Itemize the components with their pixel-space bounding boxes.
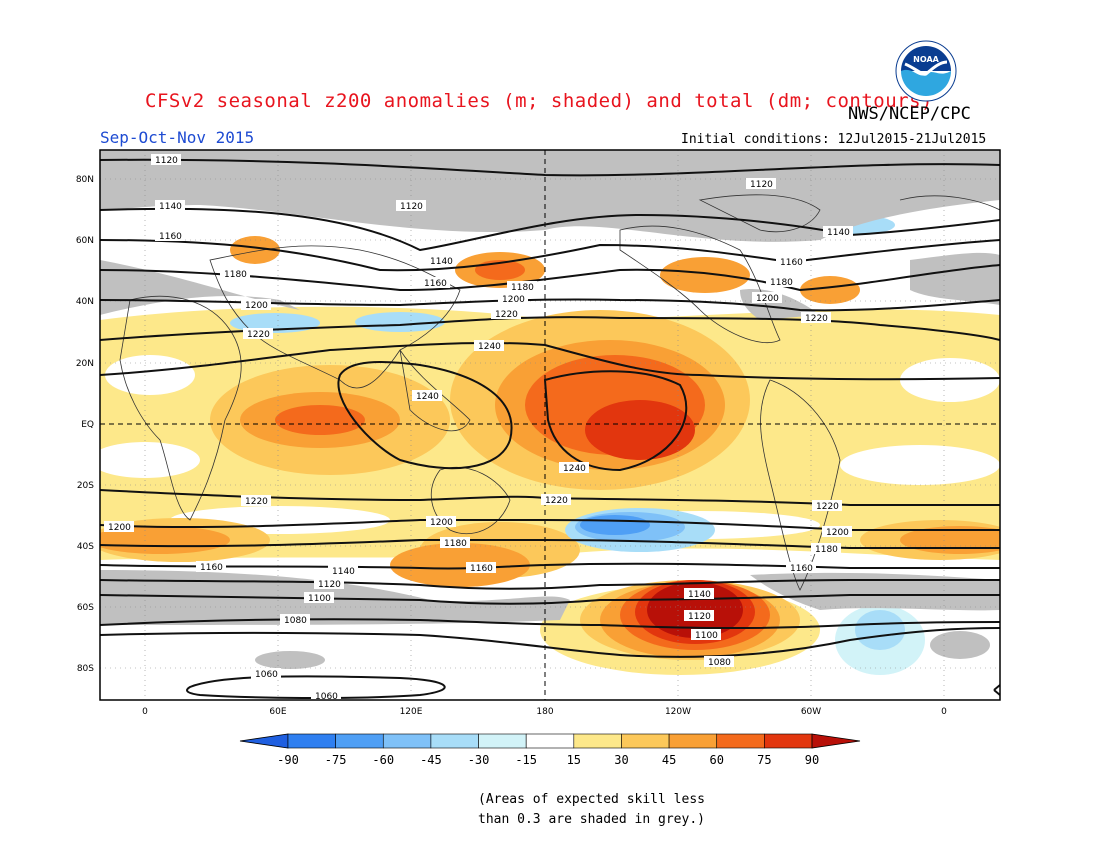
- longitude-axis: 0 60E 120E 180 120W 60W 0: [142, 707, 947, 717]
- contour-label: 1100: [695, 631, 718, 641]
- contour-label: 1060: [255, 670, 278, 680]
- noaa-logo: NOAA: [895, 40, 957, 102]
- figure-title: CFSv2 seasonal z200 anomalies (m; shaded…: [145, 90, 933, 112]
- lon-label: 120W: [665, 707, 691, 717]
- contour-label: 1160: [790, 564, 813, 574]
- season-label: Sep-Oct-Nov 2015: [100, 128, 255, 147]
- contour-label: 1160: [159, 232, 182, 242]
- colorbar-tick-label: 60: [710, 753, 724, 767]
- contour-label: 1220: [816, 502, 839, 512]
- lat-label: 60S: [77, 603, 94, 613]
- lon-label: 120E: [400, 707, 423, 717]
- lat-label: 80N: [76, 175, 94, 185]
- colorbar-tick-label: -30: [468, 753, 490, 767]
- contour-label: 1160: [780, 258, 803, 268]
- colorbar-segment: [525, 733, 575, 749]
- lon-label: 60E: [269, 707, 286, 717]
- colorbar-segment: [478, 733, 527, 749]
- contour-label: 1160: [200, 563, 223, 573]
- colorbar-segment: [716, 733, 765, 749]
- footnote-line-1: (Areas of expected skill less: [478, 792, 705, 807]
- lat-label: 40N: [76, 297, 94, 307]
- contour-label: 1180: [511, 283, 534, 293]
- colorbar-tick-label: 15: [567, 753, 581, 767]
- contour-label: 1060: [315, 692, 338, 702]
- contour-label: 1120: [750, 180, 773, 190]
- contour-label: 1200: [756, 294, 779, 304]
- colorbar-segment: [287, 733, 336, 749]
- colorbar-segment: [382, 733, 432, 749]
- noaa-logo-text: NOAA: [913, 55, 939, 64]
- lat-label: 60N: [76, 236, 94, 246]
- colorbar-segment: [621, 733, 670, 749]
- contour-label: 1080: [708, 658, 731, 668]
- lat-label: EQ: [81, 420, 94, 430]
- contour-label: 1220: [245, 497, 268, 507]
- lat-label: 40S: [77, 542, 94, 552]
- colorbar-tick-label: -15: [515, 753, 537, 767]
- colorbar-tick-label: -45: [420, 753, 442, 767]
- colorbar-tick-label: 30: [614, 753, 628, 767]
- contour-label: 1240: [563, 464, 586, 474]
- lon-label: 0: [941, 707, 947, 717]
- contour-label: 1180: [770, 278, 793, 288]
- contour-label: 1200: [826, 528, 849, 538]
- contour-label: 1200: [108, 523, 131, 533]
- contour-label: 1160: [470, 564, 493, 574]
- contour-label: 1120: [155, 156, 178, 166]
- colorbar-tick-label: -75: [325, 753, 347, 767]
- colorbar: -90 -75 -60 -45 -30 -15 15 30 45 60 75 90: [239, 733, 861, 767]
- contour-label: 1200: [430, 518, 453, 528]
- colorbar-segment: [430, 733, 479, 749]
- graticule: [100, 150, 1000, 700]
- contour-label: 1220: [495, 310, 518, 320]
- lat-label: 80S: [77, 664, 94, 674]
- contour-label: 1080: [284, 616, 307, 626]
- contour-label: 1120: [400, 202, 423, 212]
- footnote-line-2: than 0.3 are shaded in grey.): [478, 812, 705, 827]
- contour-label: 1200: [502, 295, 525, 305]
- contour-label: 1220: [545, 496, 568, 506]
- contour-labels: 1120 1120 1120 1140 1140 1140 1160 1160 …: [104, 154, 853, 702]
- contour-label: 1120: [318, 580, 341, 590]
- contour-label: 1160: [424, 279, 447, 289]
- contour-label: 1240: [416, 392, 439, 402]
- colorbar-segment: [668, 733, 718, 749]
- lon-label: 60W: [801, 707, 821, 717]
- colorbar-tick-label: -90: [277, 753, 299, 767]
- colorbar-tick-label: 75: [757, 753, 771, 767]
- contour-label: 1140: [332, 567, 355, 577]
- contour-label: 1180: [224, 270, 247, 280]
- lon-label: 0: [142, 707, 148, 717]
- map-frame: [99, 149, 1001, 701]
- contour-label: 1220: [805, 314, 828, 324]
- lat-label: 20N: [76, 359, 94, 369]
- contour-label: 1120: [688, 612, 711, 622]
- colorbar-tick-label: -60: [372, 753, 394, 767]
- lat-label: 20S: [77, 481, 94, 491]
- colorbar-tick-label: 90: [805, 753, 819, 767]
- colorbar-segment: [335, 733, 384, 749]
- initial-conditions-label: Initial conditions: 12Jul2015-21Jul2015: [681, 132, 987, 147]
- colorbar-tick-label: 45: [662, 753, 676, 767]
- contour-label: 1180: [444, 539, 467, 549]
- contour-label: 1100: [308, 594, 331, 604]
- colorbar-segment: [764, 733, 813, 749]
- colorbar-max-arrow: [811, 733, 861, 749]
- contour-label: 1140: [159, 202, 182, 212]
- colorbar-min-arrow: [239, 733, 289, 749]
- colorbar-segment: [573, 733, 622, 749]
- contour-label: 1180: [815, 545, 838, 555]
- lon-label: 180: [536, 707, 553, 717]
- coastlines: [119, 194, 1000, 591]
- contour-label: 1140: [827, 228, 850, 238]
- contour-label: 1140: [688, 590, 711, 600]
- latitude-axis: 80N 60N 40N 20N EQ 20S 40S 60S 80S: [76, 175, 94, 674]
- contour-label: 1220: [247, 330, 270, 340]
- agency-label: NWS/NCEP/CPC: [848, 104, 971, 124]
- contour-label: 1200: [245, 301, 268, 311]
- contour-label: 1240: [478, 342, 501, 352]
- contour-label: 1140: [430, 257, 453, 267]
